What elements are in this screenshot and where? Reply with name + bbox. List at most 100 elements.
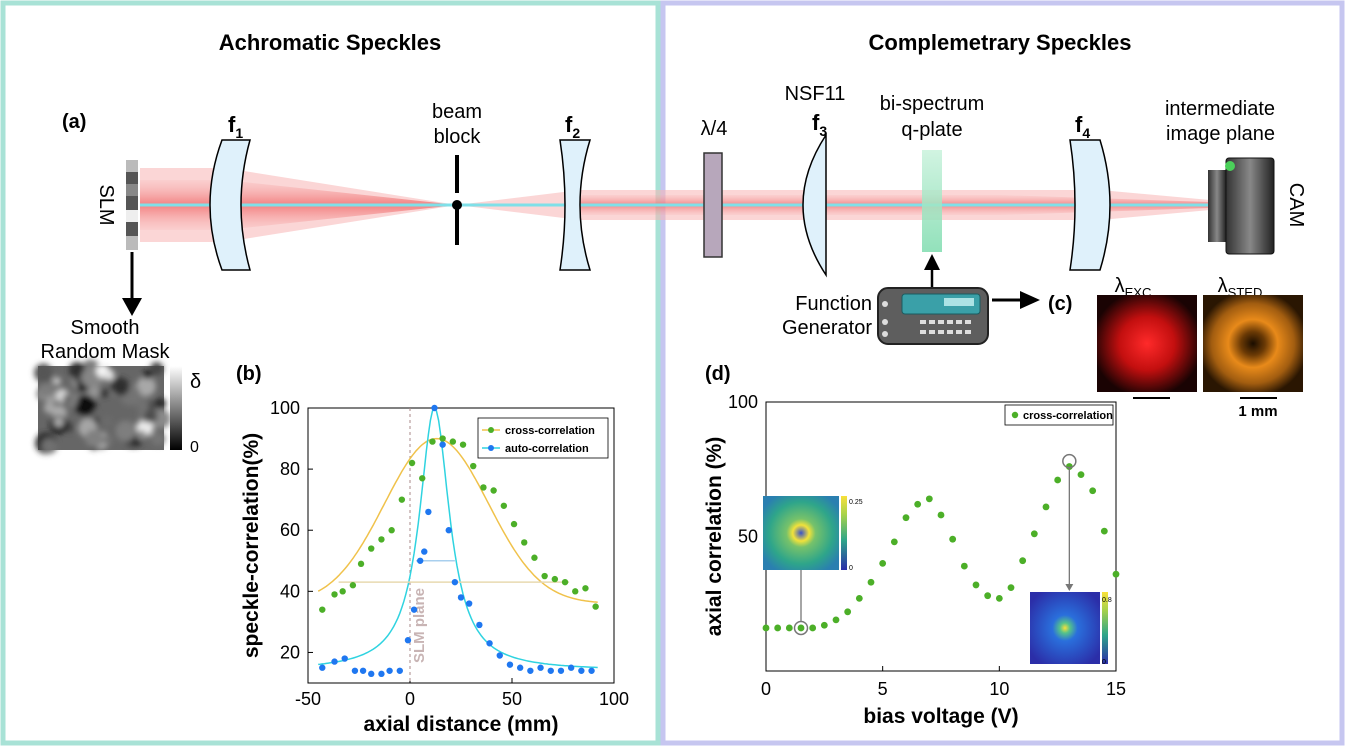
- auto-correlation-point: [445, 527, 452, 534]
- mask-blob: [68, 362, 86, 379]
- left-panel-frame: [0, 0, 661, 746]
- fg-right-arrow-head: [1020, 291, 1040, 309]
- cross-correlation-point: [319, 606, 326, 613]
- image-plane-label-2: image plane: [1166, 123, 1275, 145]
- cross-correlation-point: [949, 535, 957, 543]
- auto-correlation-point: [359, 667, 367, 674]
- cross-correlation-point: [960, 562, 968, 570]
- legend-label: cross-correlation: [505, 425, 595, 437]
- legend-label: cross-correlation: [1023, 410, 1113, 422]
- cross-correlation-point: [1054, 476, 1062, 484]
- camera: [1208, 157, 1275, 255]
- right-panel-title: Complemetrary Speckles: [869, 30, 1132, 55]
- auto-correlation-point: [378, 670, 385, 678]
- cross-correlation-point: [762, 624, 770, 632]
- cross-correlation-point: [419, 475, 426, 482]
- mask-blob: [34, 363, 53, 383]
- mask-blob: [150, 362, 164, 376]
- mask-colorbar-max: δ: [190, 371, 201, 393]
- cross-correlation-point: [582, 585, 589, 592]
- cross-correlation-point: [551, 575, 559, 583]
- cross-correlation-point: [349, 582, 357, 589]
- cross-correlation-point: [1065, 463, 1073, 470]
- cross-correlation-point: [1089, 487, 1097, 495]
- auto-correlation-point: [421, 548, 428, 555]
- beam-block-label-1: beam: [432, 101, 482, 123]
- auto-correlation-point: [341, 655, 348, 662]
- cross-correlation-point: [1112, 570, 1120, 578]
- mask-blob: [43, 402, 55, 414]
- mask-blob: [136, 376, 156, 397]
- inset-2-arrow-head: [1065, 584, 1074, 591]
- lens-f2-label: f2: [565, 112, 580, 141]
- label-d: (d): [705, 363, 731, 385]
- cross-correlation-point: [490, 487, 497, 494]
- mask-blob: [41, 437, 58, 454]
- mask-blob: [143, 409, 158, 423]
- lens-f4-label: f4: [1075, 112, 1090, 141]
- cross-correlation-point: [541, 572, 548, 580]
- cross-correlation-point: [785, 624, 793, 632]
- auto-correlation-point: [368, 670, 375, 678]
- fg-to-qplate-arrow-head: [924, 254, 940, 270]
- cross-correlation-point: [972, 581, 980, 589]
- mask-blob: [136, 430, 147, 441]
- x-tick-label: 10: [989, 679, 1009, 699]
- cross-correlation-point: [820, 621, 828, 629]
- label-a: (a): [62, 111, 86, 133]
- mask-blob: [53, 416, 64, 428]
- cross-correlation-point: [937, 511, 945, 519]
- mask-blob: [100, 389, 109, 398]
- y-tick-label: 100: [270, 398, 300, 418]
- quarter-wave-label: λ/4: [701, 118, 728, 140]
- x-tick-label: 0: [761, 679, 771, 699]
- fit-auto-correlation: [318, 406, 598, 669]
- y-tick-label: 20: [280, 642, 300, 662]
- q-plate-label-1: bi-spectrum: [880, 93, 984, 115]
- right-panel-frame: [660, 0, 1345, 746]
- auto-correlation-point: [431, 404, 438, 412]
- auto-correlation-point: [331, 658, 338, 665]
- auto-correlation-point: [451, 578, 459, 586]
- cross-correlation-point: [879, 560, 887, 567]
- x-tick-label: 5: [878, 679, 888, 699]
- cross-correlation-point: [1100, 527, 1108, 535]
- cross-correlation-point: [1077, 471, 1085, 479]
- cross-correlation-point: [531, 554, 538, 561]
- cross-correlation-point: [449, 438, 457, 445]
- cross-correlation-point: [890, 538, 898, 546]
- auto-correlation-point: [547, 667, 554, 674]
- fit-cross-correlation: [317, 437, 598, 603]
- mask-blob: [104, 369, 115, 380]
- auto-correlation-point: [496, 652, 503, 659]
- cross-correlation-point: [378, 536, 385, 543]
- auto-correlation-point: [404, 637, 412, 644]
- auto-correlation-point: [417, 557, 424, 564]
- cross-correlation-point: [459, 441, 467, 448]
- legend-box: [1004, 404, 1114, 426]
- cross-correlation-point: [331, 591, 338, 598]
- cross-correlation-point: [832, 616, 840, 624]
- cross-correlation-point: [1007, 584, 1015, 592]
- x-tick-label: 0: [405, 689, 415, 709]
- beam-path: [140, 168, 1210, 242]
- mask-blob: [143, 370, 152, 380]
- auto-correlation-point: [588, 667, 595, 674]
- random-mask-image: [34, 359, 171, 454]
- y-tick-label: 80: [280, 459, 300, 479]
- auto-correlation-point: [557, 667, 565, 674]
- mask-blob: [102, 435, 113, 445]
- cross-correlation-point: [500, 502, 508, 509]
- cross-correlation-point: [855, 594, 863, 602]
- cross-correlation-point: [592, 603, 599, 610]
- cross-correlation-point: [809, 624, 817, 632]
- exc-psf-image: [1097, 295, 1197, 392]
- cross-correlation-point: [572, 588, 579, 595]
- inset-1-colorbar-max: 0.25: [849, 499, 863, 506]
- slm-arrow-head: [122, 298, 142, 316]
- chart-b: -50 0 50 100 20 40 60 80 100 axial distance (mm) s…: [240, 398, 629, 736]
- legend-marker: [488, 427, 494, 433]
- mask-blob: [74, 394, 96, 417]
- lens-f1-label: f1: [228, 112, 243, 141]
- beam-block-label-2: block: [434, 126, 482, 148]
